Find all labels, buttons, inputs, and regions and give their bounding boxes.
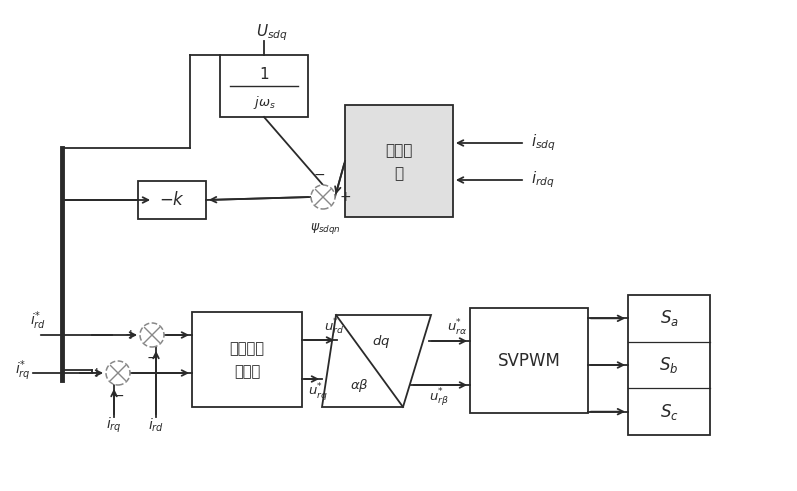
Bar: [192, 312, 302, 407]
Text: $i_{sdq}$: $i_{sdq}$: [531, 133, 556, 153]
Text: $i_{rq}$: $i_{rq}$: [106, 415, 122, 435]
Text: 磁链计: 磁链计: [385, 143, 413, 159]
Text: 算: 算: [395, 166, 403, 182]
Text: $j\omega_s$: $j\omega_s$: [253, 93, 276, 110]
Text: +: +: [124, 328, 136, 342]
Circle shape: [311, 185, 335, 209]
Text: 1: 1: [259, 66, 269, 82]
Bar: [470, 308, 588, 413]
Text: SVPWM: SVPWM: [497, 352, 560, 370]
Text: $\psi_{sdqn}$: $\psi_{sdqn}$: [309, 221, 340, 236]
Text: 控制器: 控制器: [234, 364, 260, 379]
Text: $i_{rd}^{*}$: $i_{rd}^{*}$: [30, 310, 46, 332]
Text: $i_{rdq}$: $i_{rdq}$: [531, 170, 555, 191]
Text: $i_{rd}$: $i_{rd}$: [148, 416, 164, 434]
Circle shape: [140, 323, 164, 347]
Text: $u_{rd}^{*}$: $u_{rd}^{*}$: [324, 317, 344, 337]
Text: +: +: [340, 190, 351, 204]
Text: −: −: [146, 351, 158, 365]
Bar: [138, 181, 206, 219]
Text: 转子电流: 转子电流: [230, 341, 265, 356]
Text: $u_{r\beta}^{*}$: $u_{r\beta}^{*}$: [429, 387, 449, 409]
Text: $S_c$: $S_c$: [660, 402, 678, 422]
Text: $-k$: $-k$: [159, 191, 185, 209]
Text: $dq$: $dq$: [372, 332, 391, 350]
Polygon shape: [322, 315, 431, 407]
Text: +: +: [90, 366, 102, 380]
Text: −: −: [112, 389, 124, 403]
Bar: [220, 55, 308, 117]
Text: −: −: [313, 168, 325, 182]
Circle shape: [106, 361, 130, 385]
Text: $u_{rq}^{*}$: $u_{rq}^{*}$: [308, 381, 328, 403]
Text: $S_b$: $S_b$: [659, 355, 679, 375]
Text: $S_a$: $S_a$: [660, 308, 678, 328]
Text: $\alpha\beta$: $\alpha\beta$: [350, 377, 369, 393]
Text: $U_{sdq}$: $U_{sdq}$: [256, 23, 288, 43]
Bar: [345, 105, 453, 217]
Text: $i_{rq}^{*}$: $i_{rq}^{*}$: [15, 359, 30, 383]
Text: $u_{r\alpha}^{*}$: $u_{r\alpha}^{*}$: [447, 318, 467, 338]
Bar: [628, 295, 710, 435]
